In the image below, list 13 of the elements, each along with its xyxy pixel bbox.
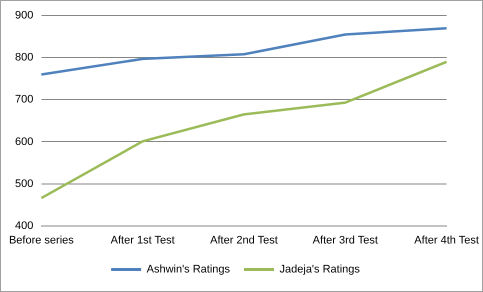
x-tick-label: After 2nd Test [210,234,278,246]
y-tick-label: 400 [14,220,34,232]
x-tick-label: After 3rd Test [312,234,378,246]
y-tick-label: 600 [14,136,34,148]
legend-label: Jadeja's Ratings [280,264,360,276]
legend-label: Ashwin's Ratings [146,264,231,276]
y-tick-label: 700 [14,94,34,106]
x-tick-label: Before series [8,234,74,246]
y-tick-label: 500 [14,178,34,190]
y-tick-label: 800 [14,52,34,64]
x-tick-label: After 4th Test [414,234,479,246]
x-tick-label: After 1st Test [110,234,175,246]
y-tick-label: 900 [14,10,34,22]
